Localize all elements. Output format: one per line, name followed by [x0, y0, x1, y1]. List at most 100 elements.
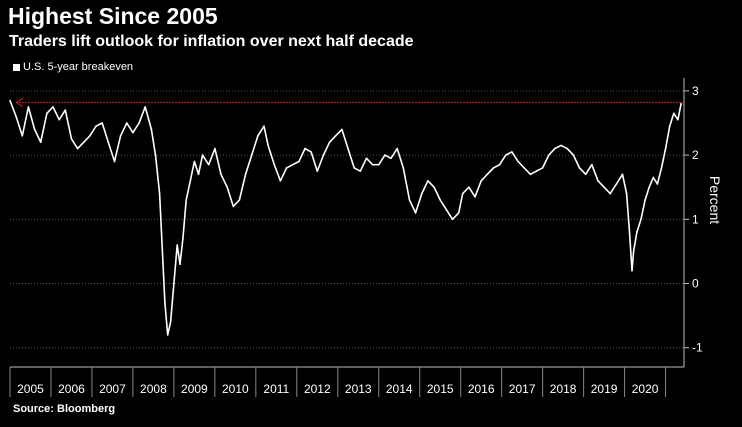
y-tick-label: 3	[692, 84, 699, 98]
data-point	[632, 250, 635, 253]
data-point	[267, 144, 269, 147]
legend-label: U.S. 5-year breakeven	[23, 61, 134, 73]
data-point	[390, 157, 392, 160]
data-point	[554, 147, 556, 150]
data-point	[664, 147, 667, 150]
data-point	[461, 192, 464, 195]
data-point	[341, 128, 343, 131]
data-point	[164, 302, 166, 304]
x-tick-label: 2019	[591, 382, 618, 396]
data-point	[673, 112, 675, 115]
x-tick-label: 2013	[345, 382, 372, 396]
data-point	[396, 147, 399, 150]
data-point	[621, 173, 624, 176]
data-point	[480, 180, 483, 182]
data-point	[660, 167, 663, 169]
data-point	[578, 167, 581, 169]
x-tick-label: 2017	[509, 382, 536, 396]
data-point	[445, 208, 448, 211]
x-tick-label: 2016	[468, 382, 495, 396]
data-point	[566, 147, 568, 150]
data-point	[640, 218, 642, 221]
data-point	[474, 196, 476, 198]
data-point	[193, 160, 196, 163]
data-point	[179, 263, 181, 266]
data-point	[353, 167, 356, 169]
data-point	[680, 102, 682, 105]
data-point	[371, 163, 374, 166]
data-point	[132, 131, 134, 134]
data-point	[95, 125, 97, 127]
y-tick-label: 0	[692, 277, 699, 291]
data-point	[291, 163, 294, 166]
data-point	[408, 199, 411, 201]
data-point	[548, 154, 550, 156]
y-tick-label: 2	[692, 148, 699, 162]
data-point	[609, 192, 611, 195]
data-point	[656, 183, 659, 185]
data-point	[46, 112, 48, 115]
data-point	[584, 173, 587, 176]
data-point	[439, 199, 442, 201]
data-point	[457, 212, 460, 214]
data-point	[560, 144, 562, 147]
data-point	[244, 173, 247, 176]
data-point	[433, 186, 435, 188]
data-point	[161, 250, 164, 253]
data-point	[138, 122, 140, 124]
data-point	[668, 125, 671, 127]
data-point	[273, 163, 276, 166]
x-tick-label: 2005	[17, 382, 44, 396]
x-tick-label: 2012	[304, 382, 331, 396]
data-point	[220, 173, 222, 176]
data-point	[402, 167, 405, 169]
data-point	[628, 231, 631, 233]
data-point	[201, 154, 204, 156]
data-point	[427, 180, 429, 182]
chart-subtitle: Traders lift outlook for inflation over …	[9, 33, 414, 50]
data-point	[347, 147, 349, 150]
chart-title: Highest Since 2005	[8, 3, 218, 29]
data-point	[316, 170, 319, 172]
data-point	[511, 151, 513, 153]
data-point	[378, 163, 380, 166]
data-point	[33, 128, 36, 131]
x-tick-label: 2015	[427, 382, 454, 396]
data-point	[572, 154, 575, 156]
legend: U.S. 5-year breakeven	[13, 61, 133, 73]
data-point	[414, 212, 417, 214]
data-point	[119, 135, 122, 137]
data-point	[64, 109, 67, 111]
data-point	[15, 115, 17, 118]
data-point	[113, 160, 116, 163]
data-point	[9, 99, 11, 102]
data-point	[451, 218, 454, 221]
data-point	[263, 125, 265, 127]
x-tick-label: 2007	[99, 382, 126, 396]
y-axis-label: Percent	[707, 176, 723, 224]
data-point	[126, 122, 128, 124]
data-point	[144, 106, 146, 108]
x-tick-label: 2018	[550, 382, 577, 396]
y-tick-label: -1	[692, 341, 703, 355]
data-point	[310, 151, 312, 153]
data-point	[541, 167, 544, 169]
data-point	[523, 167, 525, 169]
x-tick-label: 2008	[140, 382, 167, 396]
data-point	[58, 118, 60, 121]
data-point	[158, 192, 161, 195]
data-point	[648, 186, 650, 188]
data-point	[625, 192, 628, 195]
data-point	[207, 163, 210, 166]
source-note: Source: Bloomberg	[13, 403, 116, 415]
data-point	[652, 176, 655, 179]
series-line	[9, 100, 682, 336]
data-point	[603, 186, 605, 188]
x-tick-label: 2006	[58, 382, 85, 396]
data-point	[359, 170, 362, 172]
data-point	[328, 141, 331, 143]
data-point	[597, 180, 599, 182]
data-point	[150, 128, 153, 131]
data-point	[644, 199, 646, 201]
